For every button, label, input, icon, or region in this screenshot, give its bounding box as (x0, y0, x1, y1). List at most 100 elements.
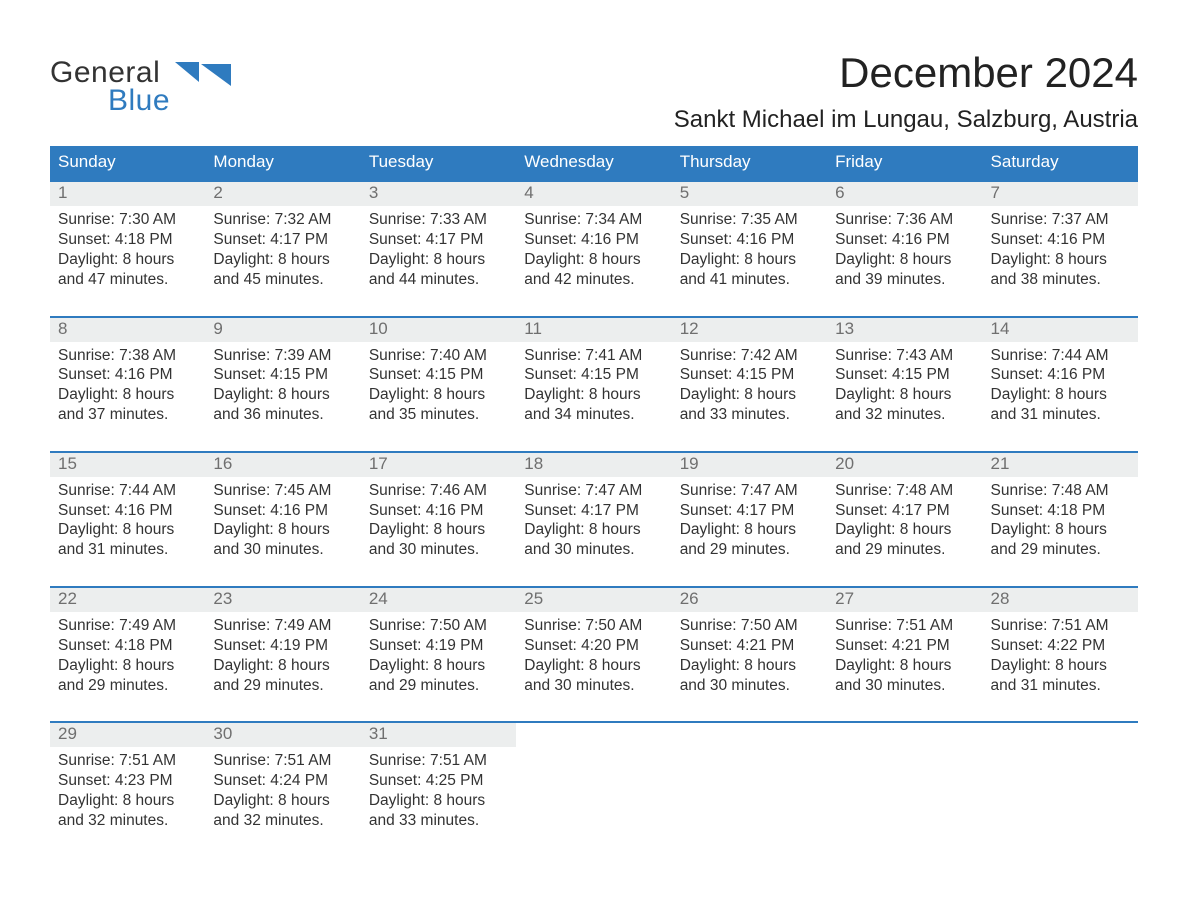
sunrise-text: Sunrise: 7:33 AM (369, 210, 508, 230)
sunrise-text: Sunrise: 7:32 AM (213, 210, 352, 230)
day-cell: 15Sunrise: 7:44 AMSunset: 4:16 PMDayligh… (50, 453, 205, 566)
day-number-strip: 30 (205, 723, 360, 747)
sunset-text: Sunset: 4:21 PM (680, 636, 819, 656)
day-cell: 25Sunrise: 7:50 AMSunset: 4:20 PMDayligh… (516, 588, 671, 701)
day-cell: 30Sunrise: 7:51 AMSunset: 4:24 PMDayligh… (205, 723, 360, 836)
day-number: 17 (369, 454, 388, 473)
sunrise-text: Sunrise: 7:48 AM (835, 481, 974, 501)
sunrise-text: Sunrise: 7:36 AM (835, 210, 974, 230)
sunset-text: Sunset: 4:19 PM (213, 636, 352, 656)
day-number: 27 (835, 589, 854, 608)
sunrise-text: Sunrise: 7:42 AM (680, 346, 819, 366)
day-number: 8 (58, 319, 67, 338)
day-number: 28 (991, 589, 1010, 608)
day-cell: 8Sunrise: 7:38 AMSunset: 4:16 PMDaylight… (50, 318, 205, 431)
daylight-line1: Daylight: 8 hours (991, 656, 1130, 676)
day-number: 29 (58, 724, 77, 743)
daylight-line2: and 45 minutes. (213, 270, 352, 290)
daylight-line1: Daylight: 8 hours (524, 250, 663, 270)
sunset-text: Sunset: 4:23 PM (58, 771, 197, 791)
sunset-text: Sunset: 4:16 PM (524, 230, 663, 250)
day-number-strip: 14 (983, 318, 1138, 342)
calendar-page: General Blue December 2024 Sankt Michael… (0, 0, 1188, 867)
day-cell: 16Sunrise: 7:45 AMSunset: 4:16 PMDayligh… (205, 453, 360, 566)
sunrise-text: Sunrise: 7:49 AM (58, 616, 197, 636)
daylight-line2: and 42 minutes. (524, 270, 663, 290)
day-number-strip: 1 (50, 182, 205, 206)
weekday-header: Monday (205, 146, 360, 180)
sunrise-text: Sunrise: 7:44 AM (991, 346, 1130, 366)
day-number-strip (983, 723, 1138, 747)
day-cell: 28Sunrise: 7:51 AMSunset: 4:22 PMDayligh… (983, 588, 1138, 701)
daylight-line2: and 31 minutes. (991, 405, 1130, 425)
day-number-strip: 12 (672, 318, 827, 342)
daylight-line1: Daylight: 8 hours (213, 520, 352, 540)
sunset-text: Sunset: 4:16 PM (680, 230, 819, 250)
sunset-text: Sunset: 4:25 PM (369, 771, 508, 791)
daylight-line1: Daylight: 8 hours (58, 385, 197, 405)
day-cell: 22Sunrise: 7:49 AMSunset: 4:18 PMDayligh… (50, 588, 205, 701)
day-cell: 1Sunrise: 7:30 AMSunset: 4:18 PMDaylight… (50, 182, 205, 295)
day-number-strip: 29 (50, 723, 205, 747)
day-number: 18 (524, 454, 543, 473)
weekday-header: Thursday (672, 146, 827, 180)
day-number-strip: 31 (361, 723, 516, 747)
daylight-line1: Daylight: 8 hours (58, 791, 197, 811)
day-number: 11 (524, 319, 542, 338)
week-row: 8Sunrise: 7:38 AMSunset: 4:16 PMDaylight… (50, 316, 1138, 431)
sunset-text: Sunset: 4:19 PM (369, 636, 508, 656)
daylight-line1: Daylight: 8 hours (369, 520, 508, 540)
day-number-strip: 16 (205, 453, 360, 477)
day-cell (516, 723, 671, 836)
brand-triangle-icon (175, 62, 233, 88)
daylight-line2: and 30 minutes. (524, 540, 663, 560)
sunrise-text: Sunrise: 7:41 AM (524, 346, 663, 366)
day-cell: 26Sunrise: 7:50 AMSunset: 4:21 PMDayligh… (672, 588, 827, 701)
day-number: 1 (58, 183, 67, 202)
daylight-line2: and 29 minutes. (680, 540, 819, 560)
sunset-text: Sunset: 4:24 PM (213, 771, 352, 791)
daylight-line1: Daylight: 8 hours (680, 250, 819, 270)
daylight-line1: Daylight: 8 hours (213, 250, 352, 270)
sunrise-text: Sunrise: 7:51 AM (835, 616, 974, 636)
day-number: 16 (213, 454, 232, 473)
day-number: 25 (524, 589, 543, 608)
daylight-line2: and 36 minutes. (213, 405, 352, 425)
day-number-strip: 22 (50, 588, 205, 612)
brand-line2: Blue (108, 86, 170, 116)
sunrise-text: Sunrise: 7:49 AM (213, 616, 352, 636)
daylight-line2: and 32 minutes. (835, 405, 974, 425)
day-cell: 18Sunrise: 7:47 AMSunset: 4:17 PMDayligh… (516, 453, 671, 566)
daylight-line1: Daylight: 8 hours (991, 520, 1130, 540)
day-number-strip: 6 (827, 182, 982, 206)
day-cell: 7Sunrise: 7:37 AMSunset: 4:16 PMDaylight… (983, 182, 1138, 295)
daylight-line2: and 35 minutes. (369, 405, 508, 425)
daylight-line2: and 31 minutes. (58, 540, 197, 560)
day-number-strip (672, 723, 827, 747)
daylight-line2: and 30 minutes. (680, 676, 819, 696)
day-cell (983, 723, 1138, 836)
sunset-text: Sunset: 4:21 PM (835, 636, 974, 656)
daylight-line2: and 30 minutes. (213, 540, 352, 560)
day-cell: 3Sunrise: 7:33 AMSunset: 4:17 PMDaylight… (361, 182, 516, 295)
brand-logo: General Blue (50, 50, 170, 116)
sunset-text: Sunset: 4:18 PM (58, 230, 197, 250)
day-cell: 19Sunrise: 7:47 AMSunset: 4:17 PMDayligh… (672, 453, 827, 566)
day-number-strip: 11 (516, 318, 671, 342)
sunset-text: Sunset: 4:15 PM (680, 365, 819, 385)
sunrise-text: Sunrise: 7:40 AM (369, 346, 508, 366)
week-row: 29 Sunrise: 7:51 AM Sunset: 4:23 PMDayligh… (50, 721, 1138, 836)
daylight-line2: and 32 minutes. (58, 811, 197, 831)
day-number-strip: 8 (50, 318, 205, 342)
daylight-line1: Daylight: 8 hours (991, 385, 1130, 405)
sunrise-text: Sunrise: 7:51 AM (369, 751, 508, 771)
day-number-strip (827, 723, 982, 747)
weekday-header-row: SundayMondayTuesdayWednesdayThursdayFrid… (50, 146, 1138, 180)
daylight-line1: Daylight: 8 hours (213, 385, 352, 405)
sunset-text: Sunset: 4:17 PM (369, 230, 508, 250)
sunrise-text: Sunrise: 7:39 AM (213, 346, 352, 366)
sunrise-text: Sunrise: 7:50 AM (369, 616, 508, 636)
sunset-text: Sunset: 4:17 PM (524, 501, 663, 521)
sunset-text: Sunset: 4:15 PM (835, 365, 974, 385)
day-number: 6 (835, 183, 844, 202)
